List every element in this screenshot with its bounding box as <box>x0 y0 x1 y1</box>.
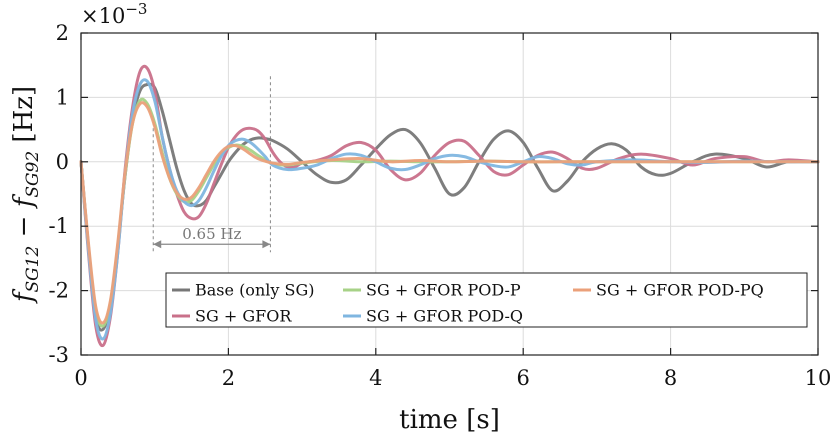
annotation-arrowhead-right <box>262 240 271 249</box>
y-tick-label: -1 <box>49 214 69 238</box>
y-tick-label: 0 <box>56 150 69 174</box>
series-lines <box>79 64 820 348</box>
y-tick-label: 1 <box>56 85 69 109</box>
x-axis-label: time [s] <box>399 405 500 435</box>
x-tick-label: 0 <box>74 366 87 390</box>
annotation-label: 0.65 Hz <box>182 225 241 243</box>
annotation: 0.65 Hz <box>152 76 271 253</box>
x-tick-label: 8 <box>664 366 677 390</box>
x-tick-label: 10 <box>805 366 830 390</box>
legend-box <box>165 272 808 328</box>
legend-label-1: Base (only SG) <box>195 281 314 300</box>
legend-label-3: SG + GFOR POD-P <box>366 281 521 300</box>
series-line-1 <box>79 82 820 332</box>
y-tick-label: 2 <box>56 21 69 45</box>
y-multiplier: ×10−3 <box>81 0 147 28</box>
legend: Base (only SG) SG + GFOR SG + GFOR POD-P SG… <box>165 272 808 328</box>
series-line-5 <box>79 101 820 325</box>
legend-label-5: SG + GFOR POD-PQ <box>596 281 764 300</box>
x-tick-label: 2 <box>222 366 235 390</box>
y-tick-label: -2 <box>49 279 69 303</box>
legend-label-4: SG + GFOR POD-Q <box>366 307 523 326</box>
annotation-arrowhead-left <box>153 240 162 249</box>
legend-label-2: SG + GFOR <box>195 307 292 326</box>
x-tick-label: 4 <box>369 366 382 390</box>
plot-frame <box>80 32 819 356</box>
y-tick-label: -3 <box>49 343 69 367</box>
x-tick-label: 6 <box>517 366 530 390</box>
series-line-2 <box>79 64 820 348</box>
series-line-4 <box>79 78 820 341</box>
